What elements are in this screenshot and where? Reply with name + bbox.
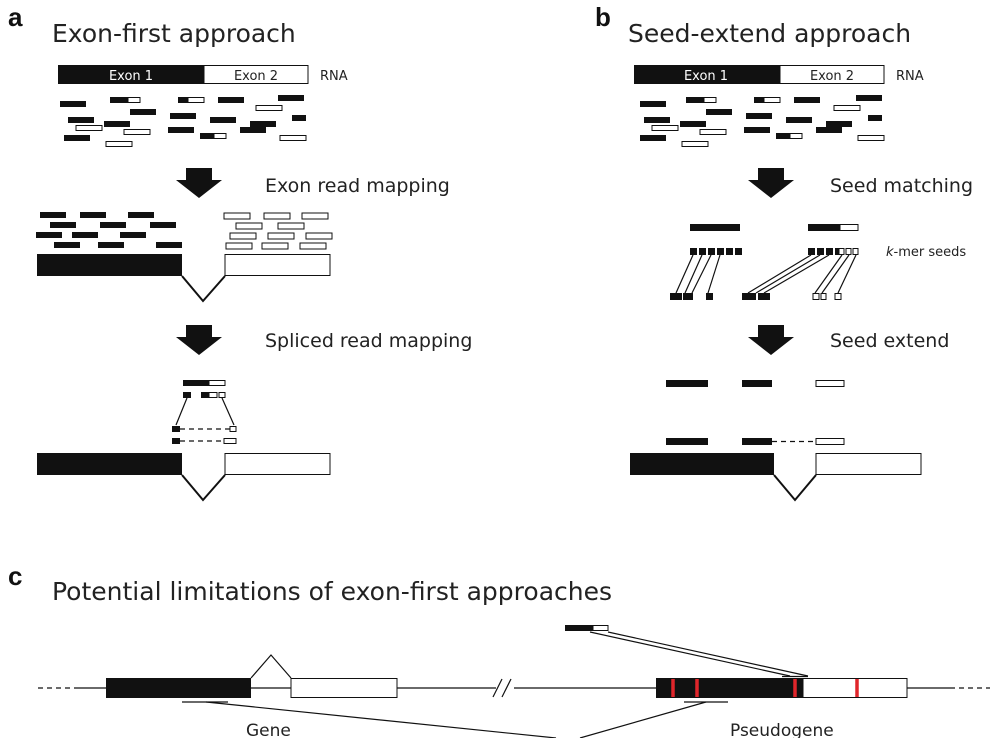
panel-b-step2-label: Seed extend — [830, 330, 949, 352]
panel-b: b Seed-extend approach Exon 1 Exon 2 RNA — [595, 2, 973, 502]
panel-a-genome-1 — [37, 254, 331, 303]
pseudogene-light — [802, 678, 908, 698]
panel-a-rna-exon2 — [203, 65, 309, 84]
panel-a-spliced-read — [172, 380, 237, 444]
panel-b-arrow-2 — [748, 325, 794, 355]
panel-b-genome-intron — [773, 474, 817, 502]
panel-a-genome-2 — [37, 453, 331, 502]
panel-a-genome-2-intron — [181, 474, 226, 502]
panel-a-genome-2-exon1 — [37, 453, 182, 475]
panel-b-kmer-label: k-mer seeds — [886, 245, 966, 260]
panel-a-exon2-label: Exon 2 — [234, 69, 278, 84]
panel-b-extended — [666, 380, 845, 445]
gene-exon2 — [290, 678, 398, 698]
panel-b-genome-exon2 — [815, 453, 922, 475]
panel-a-reads — [60, 95, 307, 147]
panel-a-genome-2-exon2 — [224, 453, 331, 475]
panel-b-arrow-1 — [748, 168, 794, 198]
gene-model — [106, 654, 398, 698]
axis-break-marks — [492, 678, 512, 698]
pseudogene-model — [656, 678, 908, 698]
panel-a-genome-1-exon1 — [37, 254, 182, 276]
pseudogene-dark — [656, 678, 803, 698]
panel-b-letter: b — [595, 2, 611, 32]
panel-b-genome-exon1 — [630, 453, 774, 475]
panel-a-exon1-label: Exon 1 — [109, 69, 153, 84]
similarity-lines — [182, 701, 728, 738]
panel-b-reads — [640, 95, 885, 147]
panel-a-letter: a — [8, 2, 23, 32]
pseudogene-label: Pseudogene — [730, 721, 834, 738]
panel-a-title: Exon-first approach — [52, 19, 296, 48]
panel-a-rna-label: RNA — [320, 69, 348, 84]
gene-exon1 — [106, 678, 251, 698]
panel-a-arrow-2 — [176, 325, 222, 355]
panel-a-step1-label: Exon read mapping — [265, 175, 450, 197]
panel-b-rna-label: RNA — [896, 69, 924, 84]
panel-a: a Exon-first approach Exon 1 Exon 2 RNA — [8, 2, 472, 502]
panel-a-rna: Exon 1 Exon 2 RNA — [58, 65, 348, 84]
panel-a-genome-1-intron — [181, 275, 226, 303]
panel-b-step1-label: Seed matching — [830, 175, 973, 197]
panel-a-mapped-reads — [36, 212, 333, 250]
panel-b-title: Seed-extend approach — [628, 19, 911, 48]
panel-a-step2-label: Spliced read mapping — [265, 330, 472, 352]
panel-a-rna-exon1 — [58, 65, 204, 84]
panel-b-rna-exon1 — [634, 65, 780, 84]
panel-a-arrow-1 — [176, 168, 222, 198]
misaligned-read — [565, 625, 809, 678]
panel-a-genome-1-exon2 — [224, 254, 331, 276]
panel-c-title: Potential limitations of exon-first appr… — [52, 577, 612, 606]
panel-c-letter: c — [8, 561, 22, 591]
gene-label: Gene — [246, 721, 291, 738]
gene-intron — [250, 654, 292, 679]
panel-b-genome — [630, 453, 922, 502]
panel-b-seeds: k-mer seeds — [670, 224, 966, 300]
panel-b-rna: Exon 1 Exon 2 RNA — [634, 65, 924, 84]
panel-b-exon2-label: Exon 2 — [810, 69, 854, 84]
panel-c: c Potential limitations of exon-first ap… — [8, 561, 990, 738]
panel-b-rna-exon2 — [779, 65, 885, 84]
panel-b-exon1-label: Exon 1 — [684, 69, 728, 84]
